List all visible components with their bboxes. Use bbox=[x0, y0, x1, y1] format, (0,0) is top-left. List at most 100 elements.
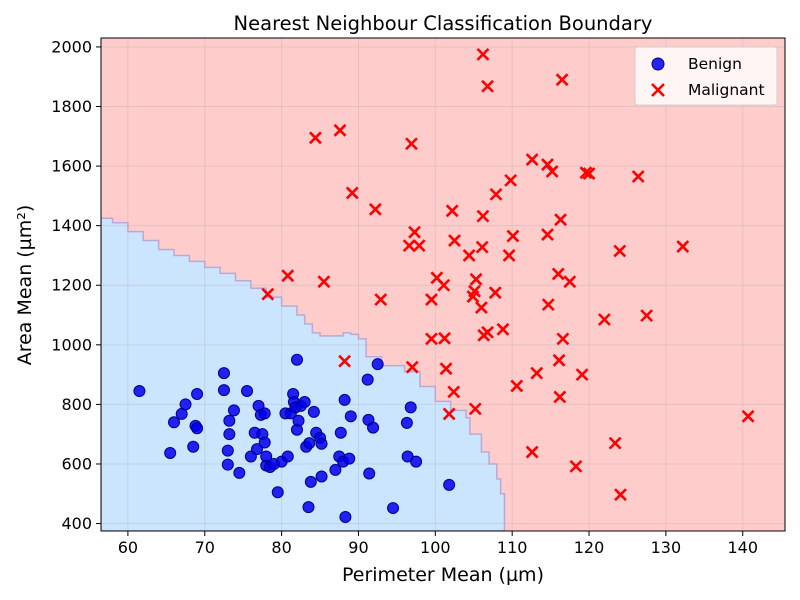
y-tick-label: 1000 bbox=[51, 335, 92, 354]
y-tick-label: 600 bbox=[61, 454, 92, 473]
x-tick-label: 110 bbox=[497, 538, 528, 557]
data-points bbox=[133, 47, 755, 523]
benign-point bbox=[191, 387, 204, 400]
malignant-point bbox=[510, 379, 524, 393]
y-tick-label: 800 bbox=[61, 395, 92, 414]
malignant-point bbox=[437, 278, 451, 292]
malignant-point bbox=[608, 436, 622, 450]
malignant-point bbox=[425, 332, 438, 346]
malignant-point bbox=[439, 362, 453, 376]
malignant-point bbox=[405, 137, 418, 151]
benign-point bbox=[241, 384, 254, 397]
grid bbox=[101, 38, 785, 531]
malignant-point bbox=[402, 239, 416, 253]
x-tick-label: 130 bbox=[651, 538, 682, 557]
benign-point bbox=[307, 405, 320, 418]
y-tick-label: 400 bbox=[61, 514, 92, 533]
benign-point bbox=[251, 443, 264, 456]
malignant-point bbox=[613, 244, 627, 258]
benign-point bbox=[221, 444, 234, 457]
y-tick-label: 2000 bbox=[51, 37, 92, 56]
malignant-point bbox=[541, 298, 555, 312]
malignant-point bbox=[447, 385, 461, 399]
benign-point bbox=[227, 404, 240, 417]
malignant-point bbox=[553, 390, 567, 404]
malignant-point bbox=[556, 332, 570, 346]
x-axis-label: Perimeter Mean (µm) bbox=[342, 564, 544, 586]
x-tick-label: 70 bbox=[195, 538, 215, 557]
malignant-point bbox=[468, 402, 482, 416]
x-tick-label: 80 bbox=[271, 538, 291, 557]
benign-point bbox=[410, 455, 423, 468]
benign-point bbox=[315, 437, 328, 450]
malignant-point bbox=[488, 286, 502, 300]
benign-point bbox=[298, 396, 311, 409]
benign-point bbox=[179, 398, 192, 411]
legend-label-malignant: Malignant bbox=[688, 81, 765, 99]
malignant-point bbox=[261, 287, 275, 301]
malignant-point bbox=[462, 249, 476, 262]
x-tick-label: 120 bbox=[574, 538, 605, 557]
benign-point bbox=[271, 486, 284, 499]
benign-point bbox=[223, 414, 236, 427]
x-tick-label: 90 bbox=[348, 538, 368, 557]
benign-point bbox=[367, 421, 380, 434]
benign-point bbox=[260, 450, 273, 463]
malignant-point bbox=[631, 170, 645, 183]
benign-point bbox=[290, 353, 303, 366]
benign-point bbox=[343, 452, 356, 465]
malignant-point bbox=[496, 322, 510, 336]
benign-point bbox=[329, 463, 342, 476]
benign-point bbox=[292, 414, 305, 427]
malignant-point bbox=[640, 309, 654, 323]
malignant-point bbox=[551, 267, 565, 281]
y-axis-label: Area Mean (µm²) bbox=[14, 205, 36, 366]
malignant-point bbox=[676, 240, 690, 253]
malignant-point bbox=[525, 153, 539, 166]
malignant-point bbox=[530, 366, 544, 380]
y-axis-ticks: 400 600 800 1000 1200 1400 1600 1800 2000 bbox=[51, 37, 101, 533]
benign-point bbox=[187, 440, 200, 453]
malignant-point bbox=[368, 202, 382, 216]
benign-point bbox=[302, 501, 315, 514]
malignant-point bbox=[554, 213, 568, 227]
legend-label-benign: Benign bbox=[688, 55, 742, 73]
malignant-point bbox=[489, 187, 503, 201]
malignant-point bbox=[741, 409, 755, 423]
malignant-point bbox=[555, 73, 569, 87]
malignant-point bbox=[408, 225, 421, 239]
legend-marker-malignant bbox=[651, 83, 665, 97]
y-tick-label: 1200 bbox=[51, 276, 92, 295]
malignant-point bbox=[502, 249, 516, 262]
benign-point bbox=[217, 384, 230, 397]
malignant-point bbox=[614, 488, 627, 502]
malignant-point bbox=[563, 275, 577, 289]
malignant-point bbox=[317, 275, 331, 289]
y-tick-label: 1800 bbox=[51, 97, 92, 116]
x-tick-label: 100 bbox=[420, 538, 451, 557]
legend: Benign Malignant bbox=[634, 46, 778, 106]
benign-point bbox=[258, 407, 271, 420]
benign-point bbox=[221, 458, 234, 471]
benign-point bbox=[191, 422, 204, 435]
malignant-point bbox=[545, 165, 559, 178]
malignant-point bbox=[333, 123, 347, 137]
legend-marker-benign bbox=[651, 57, 665, 71]
malignant-point bbox=[412, 239, 426, 253]
malignant-point bbox=[476, 47, 490, 61]
malignant-point bbox=[504, 173, 518, 187]
benign-point bbox=[168, 416, 181, 429]
benign-point bbox=[164, 446, 177, 459]
malignant-point bbox=[575, 368, 589, 382]
malignant-point bbox=[525, 445, 539, 459]
benign-point bbox=[133, 384, 146, 397]
benign-point bbox=[339, 510, 352, 523]
malignant-point bbox=[476, 209, 490, 223]
malignant-point bbox=[477, 328, 491, 342]
malignant-point bbox=[281, 269, 295, 283]
malignant-point bbox=[541, 228, 554, 242]
malignant-point bbox=[345, 186, 359, 200]
benign-point bbox=[304, 475, 317, 488]
y-tick-label: 1400 bbox=[51, 216, 92, 235]
malignant-point bbox=[425, 293, 438, 306]
